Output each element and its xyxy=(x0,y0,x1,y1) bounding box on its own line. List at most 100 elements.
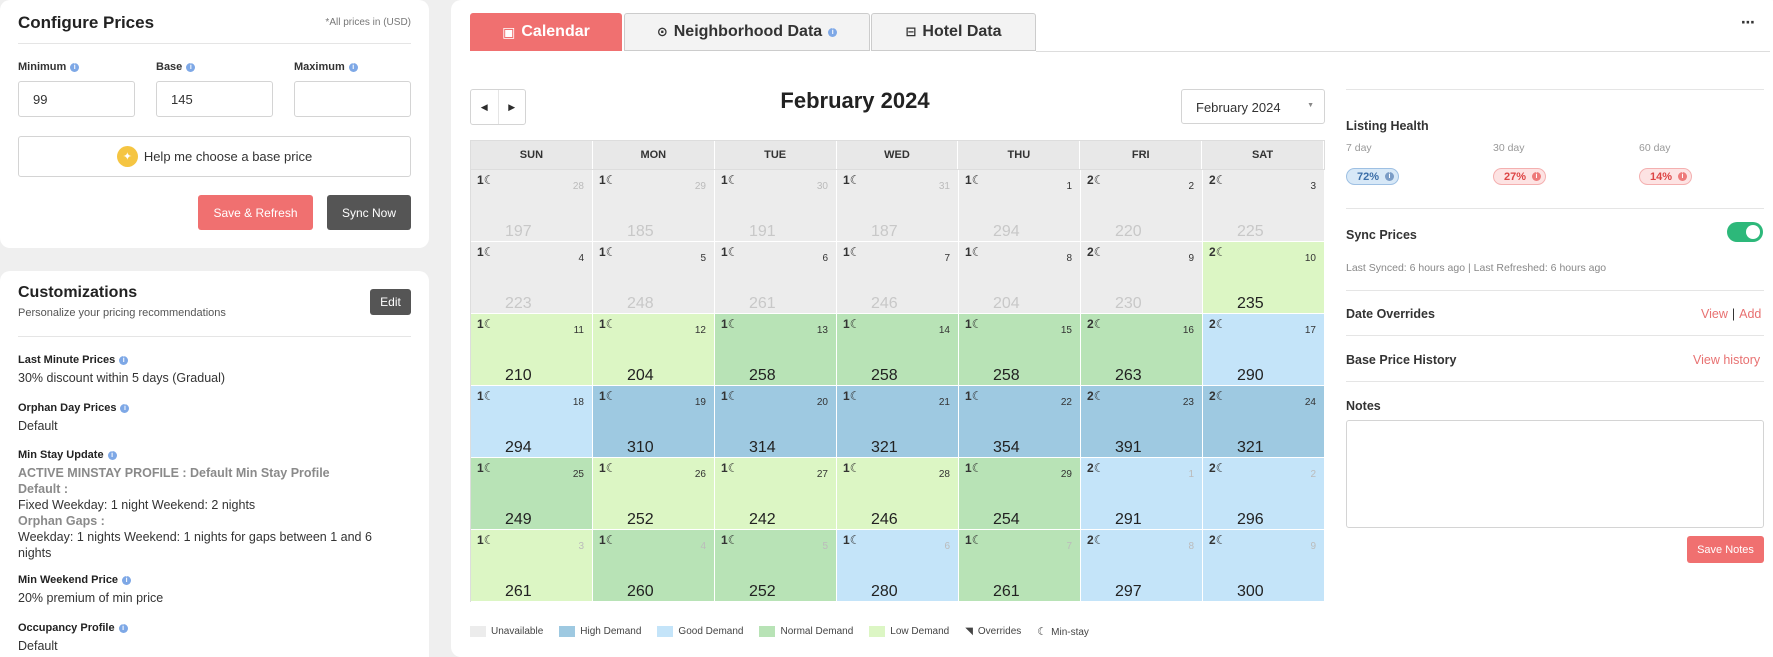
min-stay-nights: 1 xyxy=(477,245,484,259)
calendar-day-cell[interactable]: 1 ☾ 31 187 xyxy=(837,170,959,242)
calendar-day-cell[interactable]: 2 ☾ 1 291 xyxy=(1081,458,1203,530)
day-price: 246 xyxy=(871,295,898,312)
calendar-day-cell[interactable]: 1 ☾ 4 260 xyxy=(593,530,715,602)
calendar-day-cell[interactable]: 1 ☾ 30 191 xyxy=(715,170,837,242)
next-month-icon[interactable]: ▶ xyxy=(508,101,516,112)
min-stay-indicator: 2 ☾ xyxy=(1209,461,1226,475)
info-icon[interactable]: i xyxy=(1678,172,1688,181)
moon-icon: ☾ xyxy=(849,533,861,547)
calendar-day-cell[interactable]: 1 ☾ 25 249 xyxy=(471,458,593,530)
month-select[interactable]: February 2024 ▼ xyxy=(1181,89,1325,124)
min-stay-indicator: 1 ☾ xyxy=(477,389,494,403)
day-number: 13 xyxy=(816,325,828,336)
calendar-day-cell[interactable]: 1 ☾ 7 261 xyxy=(959,530,1081,602)
calendar-day-cell[interactable]: 2 ☾ 24 321 xyxy=(1203,386,1325,458)
calendar-legend: Unavailable High Demand Good Demand Norm… xyxy=(470,625,1089,638)
more-options-icon[interactable]: ⋯ xyxy=(1741,14,1755,30)
minimum-price-input[interactable]: 99 xyxy=(18,81,135,117)
info-icon[interactable]: i xyxy=(1532,172,1542,181)
min-stay-update-item: Min Stay Update i ACTIVE MINSTAY PROFILE … xyxy=(18,449,398,561)
calendar-day-cell[interactable]: 2 ☾ 17 290 xyxy=(1203,314,1325,386)
info-icon[interactable]: i xyxy=(107,450,117,460)
calendar-day-cell[interactable]: 1 ☾ 18 294 xyxy=(471,386,593,458)
maximum-price-input[interactable] xyxy=(294,81,411,117)
calendar-day-cell[interactable]: 2 ☾ 8 297 xyxy=(1081,530,1203,602)
calendar-day-cell[interactable]: 1 ☾ 13 258 xyxy=(715,314,837,386)
info-icon[interactable]: i xyxy=(1385,172,1395,181)
day-price: 261 xyxy=(749,295,776,312)
view-overrides-link[interactable]: View xyxy=(1701,307,1728,321)
min-stay-nights: 1 xyxy=(843,389,850,403)
calendar-day-cell[interactable]: 1 ☾ 28 197 xyxy=(471,170,593,242)
calendar-day-cell[interactable]: 1 ☾ 6 280 xyxy=(837,530,959,602)
view-history-link[interactable]: View history xyxy=(1693,353,1761,367)
edit-button[interactable]: Edit xyxy=(370,289,411,315)
calendar-day-cell[interactable]: 1 ☾ 14 258 xyxy=(837,314,959,386)
info-icon[interactable]: i xyxy=(119,355,129,365)
day-price: 225 xyxy=(1237,223,1264,240)
calendar-grid: SUN MON TUE WED THU FRI SAT 1 ☾ 28 197 1 ☾ 29 185 1 ☾ 30… xyxy=(470,140,1325,602)
calendar-day-cell[interactable]: 1 ☾ 29 254 xyxy=(959,458,1081,530)
save-refresh-button[interactable]: Save & Refresh xyxy=(198,195,313,230)
day-of-week-2: TUE xyxy=(715,141,837,169)
info-icon[interactable]: i xyxy=(120,403,130,413)
notes-textarea[interactable] xyxy=(1346,420,1764,528)
calendar-day-cell[interactable]: 1 ☾ 20 314 xyxy=(715,386,837,458)
save-notes-button[interactable]: Save Notes xyxy=(1687,536,1764,563)
info-icon[interactable]: i xyxy=(348,62,358,72)
calendar-day-cell[interactable]: 1 ☾ 26 252 xyxy=(593,458,715,530)
info-icon[interactable]: i xyxy=(70,62,80,72)
min-stay-nights: 1 xyxy=(477,173,484,187)
calendar-day-cell[interactable]: 2 ☾ 9 300 xyxy=(1203,530,1325,602)
day-price: 260 xyxy=(627,583,654,600)
calendar-day-cell[interactable]: 1 ☾ 22 354 xyxy=(959,386,1081,458)
calendar-day-cell[interactable]: 1 ☾ 19 310 xyxy=(593,386,715,458)
moon-icon: ☾ xyxy=(483,389,495,403)
calendar-day-cell[interactable]: 1 ☾ 5 252 xyxy=(715,530,837,602)
calendar-day-cell[interactable]: 1 ☾ 28 246 xyxy=(837,458,959,530)
occupancy-title: Occupancy Profile xyxy=(18,622,115,634)
min-stay-indicator: 1 ☾ xyxy=(477,245,494,259)
sync-now-button[interactable]: Sync Now xyxy=(327,195,411,230)
calendar-day-cell[interactable]: 1 ☾ 6 261 xyxy=(715,242,837,314)
prev-month-icon[interactable]: ◀ xyxy=(471,90,499,124)
calendar-day-cell[interactable]: 2 ☾ 2 220 xyxy=(1081,170,1203,242)
calendar-day-cell[interactable]: 2 ☾ 3 225 xyxy=(1203,170,1325,242)
min-stay-nights: 2 xyxy=(1087,245,1094,259)
moon-icon: ☾ xyxy=(483,533,495,547)
day-number: 12 xyxy=(694,325,706,336)
sync-prices-toggle[interactable] xyxy=(1727,222,1763,242)
help-choose-base-price-button[interactable]: ✦ Help me choose a base price xyxy=(18,136,411,177)
calendar-day-cell[interactable]: 2 ☾ 2 296 xyxy=(1203,458,1325,530)
calendar-day-cell[interactable]: 1 ☾ 1 294 xyxy=(959,170,1081,242)
calendar-day-cell[interactable]: 2 ☾ 16 263 xyxy=(1081,314,1203,386)
tab-neighborhood-data[interactable]: ⊙ Neighborhood Data i xyxy=(624,13,870,51)
calendar-day-cell[interactable]: 1 ☾ 4 223 xyxy=(471,242,593,314)
tab-calendar[interactable]: ▣ Calendar xyxy=(470,13,622,51)
info-icon[interactable]: i xyxy=(122,575,132,585)
info-icon[interactable]: i xyxy=(118,623,128,633)
calendar-day-cell[interactable]: 1 ☾ 27 242 xyxy=(715,458,837,530)
calendar-day-cell[interactable]: 1 ☾ 15 258 xyxy=(959,314,1081,386)
min-stay-nights: 1 xyxy=(721,173,728,187)
calendar-day-cell[interactable]: 2 ☾ 23 391 xyxy=(1081,386,1203,458)
day-of-week-5: FRI xyxy=(1080,141,1203,169)
calendar-day-cell[interactable]: 1 ☾ 12 204 xyxy=(593,314,715,386)
calendar-day-cell[interactable]: 1 ☾ 11 210 xyxy=(471,314,593,386)
info-icon[interactable]: i xyxy=(186,62,196,72)
calendar-day-cell[interactable]: 2 ☾ 10 235 xyxy=(1203,242,1325,314)
add-override-link[interactable]: Add xyxy=(1739,307,1762,321)
calendar-day-cell[interactable]: 1 ☾ 7 246 xyxy=(837,242,959,314)
day-number: 10 xyxy=(1304,253,1316,264)
calendar-day-cell[interactable]: 2 ☾ 9 230 xyxy=(1081,242,1203,314)
min-stay-orphan-value: Weekday: 1 nights Weekend: 1 nights for … xyxy=(18,530,372,560)
calendar-day-cell[interactable]: 1 ☾ 29 185 xyxy=(593,170,715,242)
calendar-day-cell[interactable]: 1 ☾ 8 204 xyxy=(959,242,1081,314)
tab-hotel-data[interactable]: ⊟ Hotel Data xyxy=(871,13,1036,51)
min-weekend-title: Min Weekend Price xyxy=(18,574,119,586)
base-price-input[interactable]: 145 xyxy=(156,81,273,117)
info-icon[interactable]: i xyxy=(828,27,838,37)
calendar-day-cell[interactable]: 1 ☾ 3 261 xyxy=(471,530,593,602)
calendar-day-cell[interactable]: 1 ☾ 21 321 xyxy=(837,386,959,458)
calendar-day-cell[interactable]: 1 ☾ 5 248 xyxy=(593,242,715,314)
